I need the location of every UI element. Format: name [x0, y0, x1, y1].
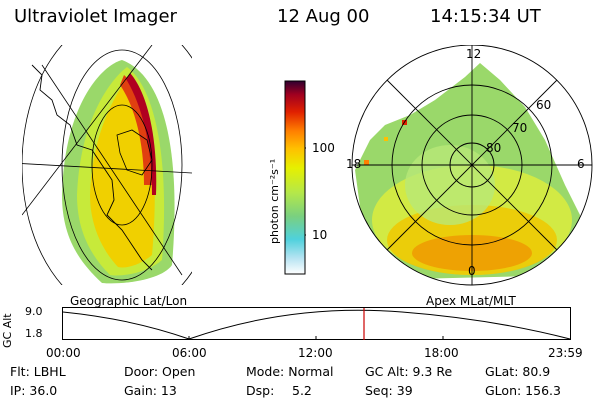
- mlt-label-0: 0: [468, 264, 476, 278]
- altitude-strip-plot: [62, 307, 571, 340]
- time-tick-1800: 18:00: [424, 346, 459, 360]
- colorbar-tick-10: 10: [312, 228, 328, 242]
- mlt-label-12: 12: [466, 47, 482, 61]
- auroral-oval-max: [126, 73, 157, 195]
- auroral-oval-peak: [120, 75, 153, 185]
- status-glat: GLat: 80.9: [485, 364, 551, 379]
- status-flt: Flt: LBHL: [10, 364, 66, 379]
- mlt-panel-caption: Apex MLat/MLT: [426, 294, 516, 308]
- mlt-label-6: 6: [577, 157, 585, 171]
- time-tick-0600: 06:00: [172, 346, 207, 360]
- mlat-label-80: 80: [486, 141, 502, 155]
- status-seq: Seq: 39: [365, 383, 413, 398]
- status-gain: Gain: 13: [124, 383, 177, 398]
- altitude-curve: [62, 309, 571, 340]
- time-tick-0000: 00:00: [46, 346, 81, 360]
- status-door: Door: Open: [124, 364, 196, 379]
- coastline-lake: [116, 129, 153, 176]
- altitude-tick-min: 1.8: [25, 327, 43, 340]
- altitude-axis-label: GC Alt: [1, 313, 14, 348]
- mlt-label-18: 18: [346, 157, 362, 171]
- geo-panel-caption: Geographic Lat/Lon: [70, 294, 188, 308]
- colorbar-tick-100: 100: [312, 141, 335, 155]
- status-dsp-label: Dsp:: [246, 383, 275, 398]
- time-tick-2359: 23:59: [548, 346, 583, 360]
- mlat-label-70: 70: [512, 121, 528, 135]
- colorbar: [284, 80, 306, 275]
- time-label: 14:15:34 UT: [430, 6, 541, 27]
- instrument-title: Ultraviolet Imager: [14, 6, 177, 27]
- status-ip: IP: 36.0: [10, 383, 58, 398]
- coastline: [31, 64, 153, 271]
- status-dsp-value: 5.2: [292, 383, 312, 398]
- date-label: 12 Aug 00: [277, 6, 370, 27]
- mlt-polar-panel: [351, 45, 593, 286]
- status-gc-alt: GC Alt: 9.3 Re: [365, 364, 453, 379]
- geo-grid: [22, 45, 192, 285]
- geographic-image-panel: [22, 45, 192, 285]
- colorbar-gradient: [284, 80, 306, 275]
- mlat-label-60: 60: [536, 98, 552, 112]
- colorbar-unit-label: photon cm⁻²s⁻¹: [268, 158, 281, 244]
- polar-grid: [351, 45, 593, 286]
- status-mode: Mode: Normal: [246, 364, 334, 379]
- altitude-tick-max: 9.0: [25, 305, 43, 318]
- status-glon: GLon: 156.3: [485, 383, 561, 398]
- time-tick-1200: 12:00: [298, 346, 333, 360]
